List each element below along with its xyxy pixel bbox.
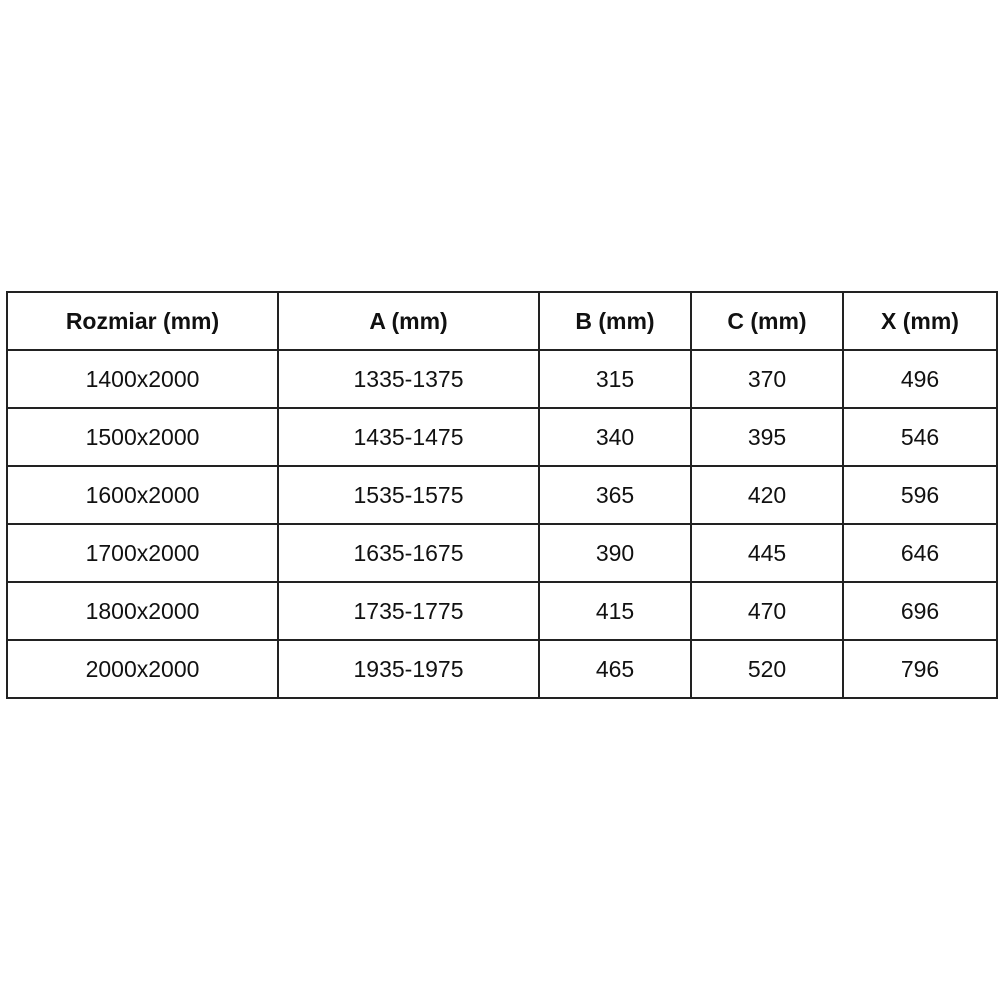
- table-row: 1500x2000 1435-1475 340 395 546: [6, 407, 998, 467]
- table-cell: 796: [842, 639, 998, 699]
- table-cell: 696: [842, 581, 998, 641]
- table-cell: 370: [690, 349, 844, 409]
- table-cell: 496: [842, 349, 998, 409]
- table-cell: 1635-1675: [277, 523, 540, 583]
- table-cell: 520: [690, 639, 844, 699]
- table-cell: 1800x2000: [6, 581, 279, 641]
- table-cell: 1400x2000: [6, 349, 279, 409]
- table-cell: 340: [538, 407, 692, 467]
- table-cell: 420: [690, 465, 844, 525]
- table-cell: 445: [690, 523, 844, 583]
- table-cell: 1435-1475: [277, 407, 540, 467]
- table-cell: 390: [538, 523, 692, 583]
- column-header: X (mm): [842, 291, 998, 351]
- table-cell: 1735-1775: [277, 581, 540, 641]
- column-header: Rozmiar (mm): [6, 291, 279, 351]
- table-row: 1400x2000 1335-1375 315 370 496: [6, 349, 998, 409]
- table-cell: 395: [690, 407, 844, 467]
- header-row: Rozmiar (mm) A (mm) B (mm) C (mm) X (mm): [6, 291, 998, 351]
- table-cell: 1500x2000: [6, 407, 279, 467]
- table-cell: 2000x2000: [6, 639, 279, 699]
- column-header: B (mm): [538, 291, 692, 351]
- table-cell: 1335-1375: [277, 349, 540, 409]
- table-cell: 415: [538, 581, 692, 641]
- column-header: C (mm): [690, 291, 844, 351]
- table-cell: 546: [842, 407, 998, 467]
- table-cell: 465: [538, 639, 692, 699]
- table-cell: 470: [690, 581, 844, 641]
- table-cell: 646: [842, 523, 998, 583]
- table-row: 1600x2000 1535-1575 365 420 596: [6, 465, 998, 525]
- table-cell: 1535-1575: [277, 465, 540, 525]
- table-row: 2000x2000 1935-1975 465 520 796: [6, 639, 998, 699]
- table-cell: 365: [538, 465, 692, 525]
- size-table: Rozmiar (mm) A (mm) B (mm) C (mm) X (mm) 140…: [6, 291, 998, 699]
- table-cell: 596: [842, 465, 998, 525]
- column-header: A (mm): [277, 291, 540, 351]
- table-row: 1700x2000 1635-1675 390 445 646: [6, 523, 998, 583]
- table-cell: 315: [538, 349, 692, 409]
- table-cell: 1700x2000: [6, 523, 279, 583]
- table-row: 1800x2000 1735-1775 415 470 696: [6, 581, 998, 641]
- table-cell: 1600x2000: [6, 465, 279, 525]
- table-cell: 1935-1975: [277, 639, 540, 699]
